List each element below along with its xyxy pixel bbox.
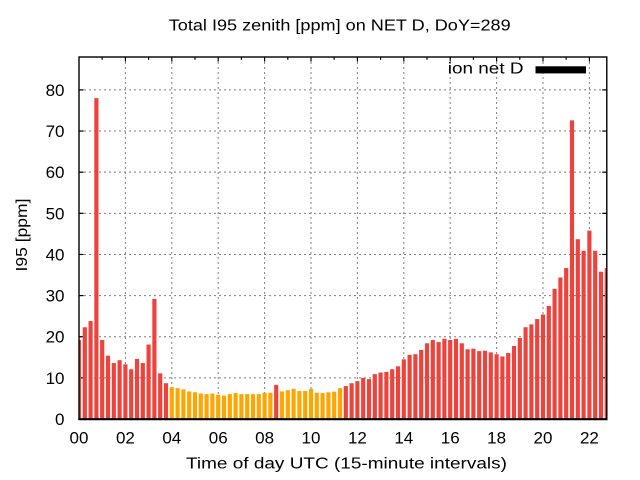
svg-text:14: 14 [394,429,413,448]
svg-text:80: 80 [46,81,65,100]
svg-text:60: 60 [46,163,65,182]
svg-text:12: 12 [348,429,367,448]
svg-text:08: 08 [255,429,274,448]
svg-text:Total I95 zenith [ppm] on NET: Total I95 zenith [ppm] on NET D, DoY=289 [169,17,511,34]
svg-text:30: 30 [46,287,65,306]
svg-text:18: 18 [487,429,506,448]
svg-text:40: 40 [46,245,65,264]
svg-text:0: 0 [55,410,64,429]
svg-text:50: 50 [46,204,65,223]
svg-text:00: 00 [70,429,89,448]
svg-text:I95 [ppm]: I95 [ppm] [14,199,31,272]
svg-text:10: 10 [46,369,65,388]
svg-text:20: 20 [534,429,553,448]
svg-text:70: 70 [46,122,65,141]
svg-text:Time of day UTC (15-minute int: Time of day UTC (15-minute intervals) [186,456,507,473]
svg-text:06: 06 [209,429,228,448]
svg-text:20: 20 [46,328,65,347]
svg-text:22: 22 [580,429,599,448]
svg-text:16: 16 [441,429,460,448]
svg-text:ion net D: ion net D [448,60,524,77]
svg-text:04: 04 [162,429,181,448]
svg-text:10: 10 [302,429,321,448]
svg-text:02: 02 [116,429,135,448]
